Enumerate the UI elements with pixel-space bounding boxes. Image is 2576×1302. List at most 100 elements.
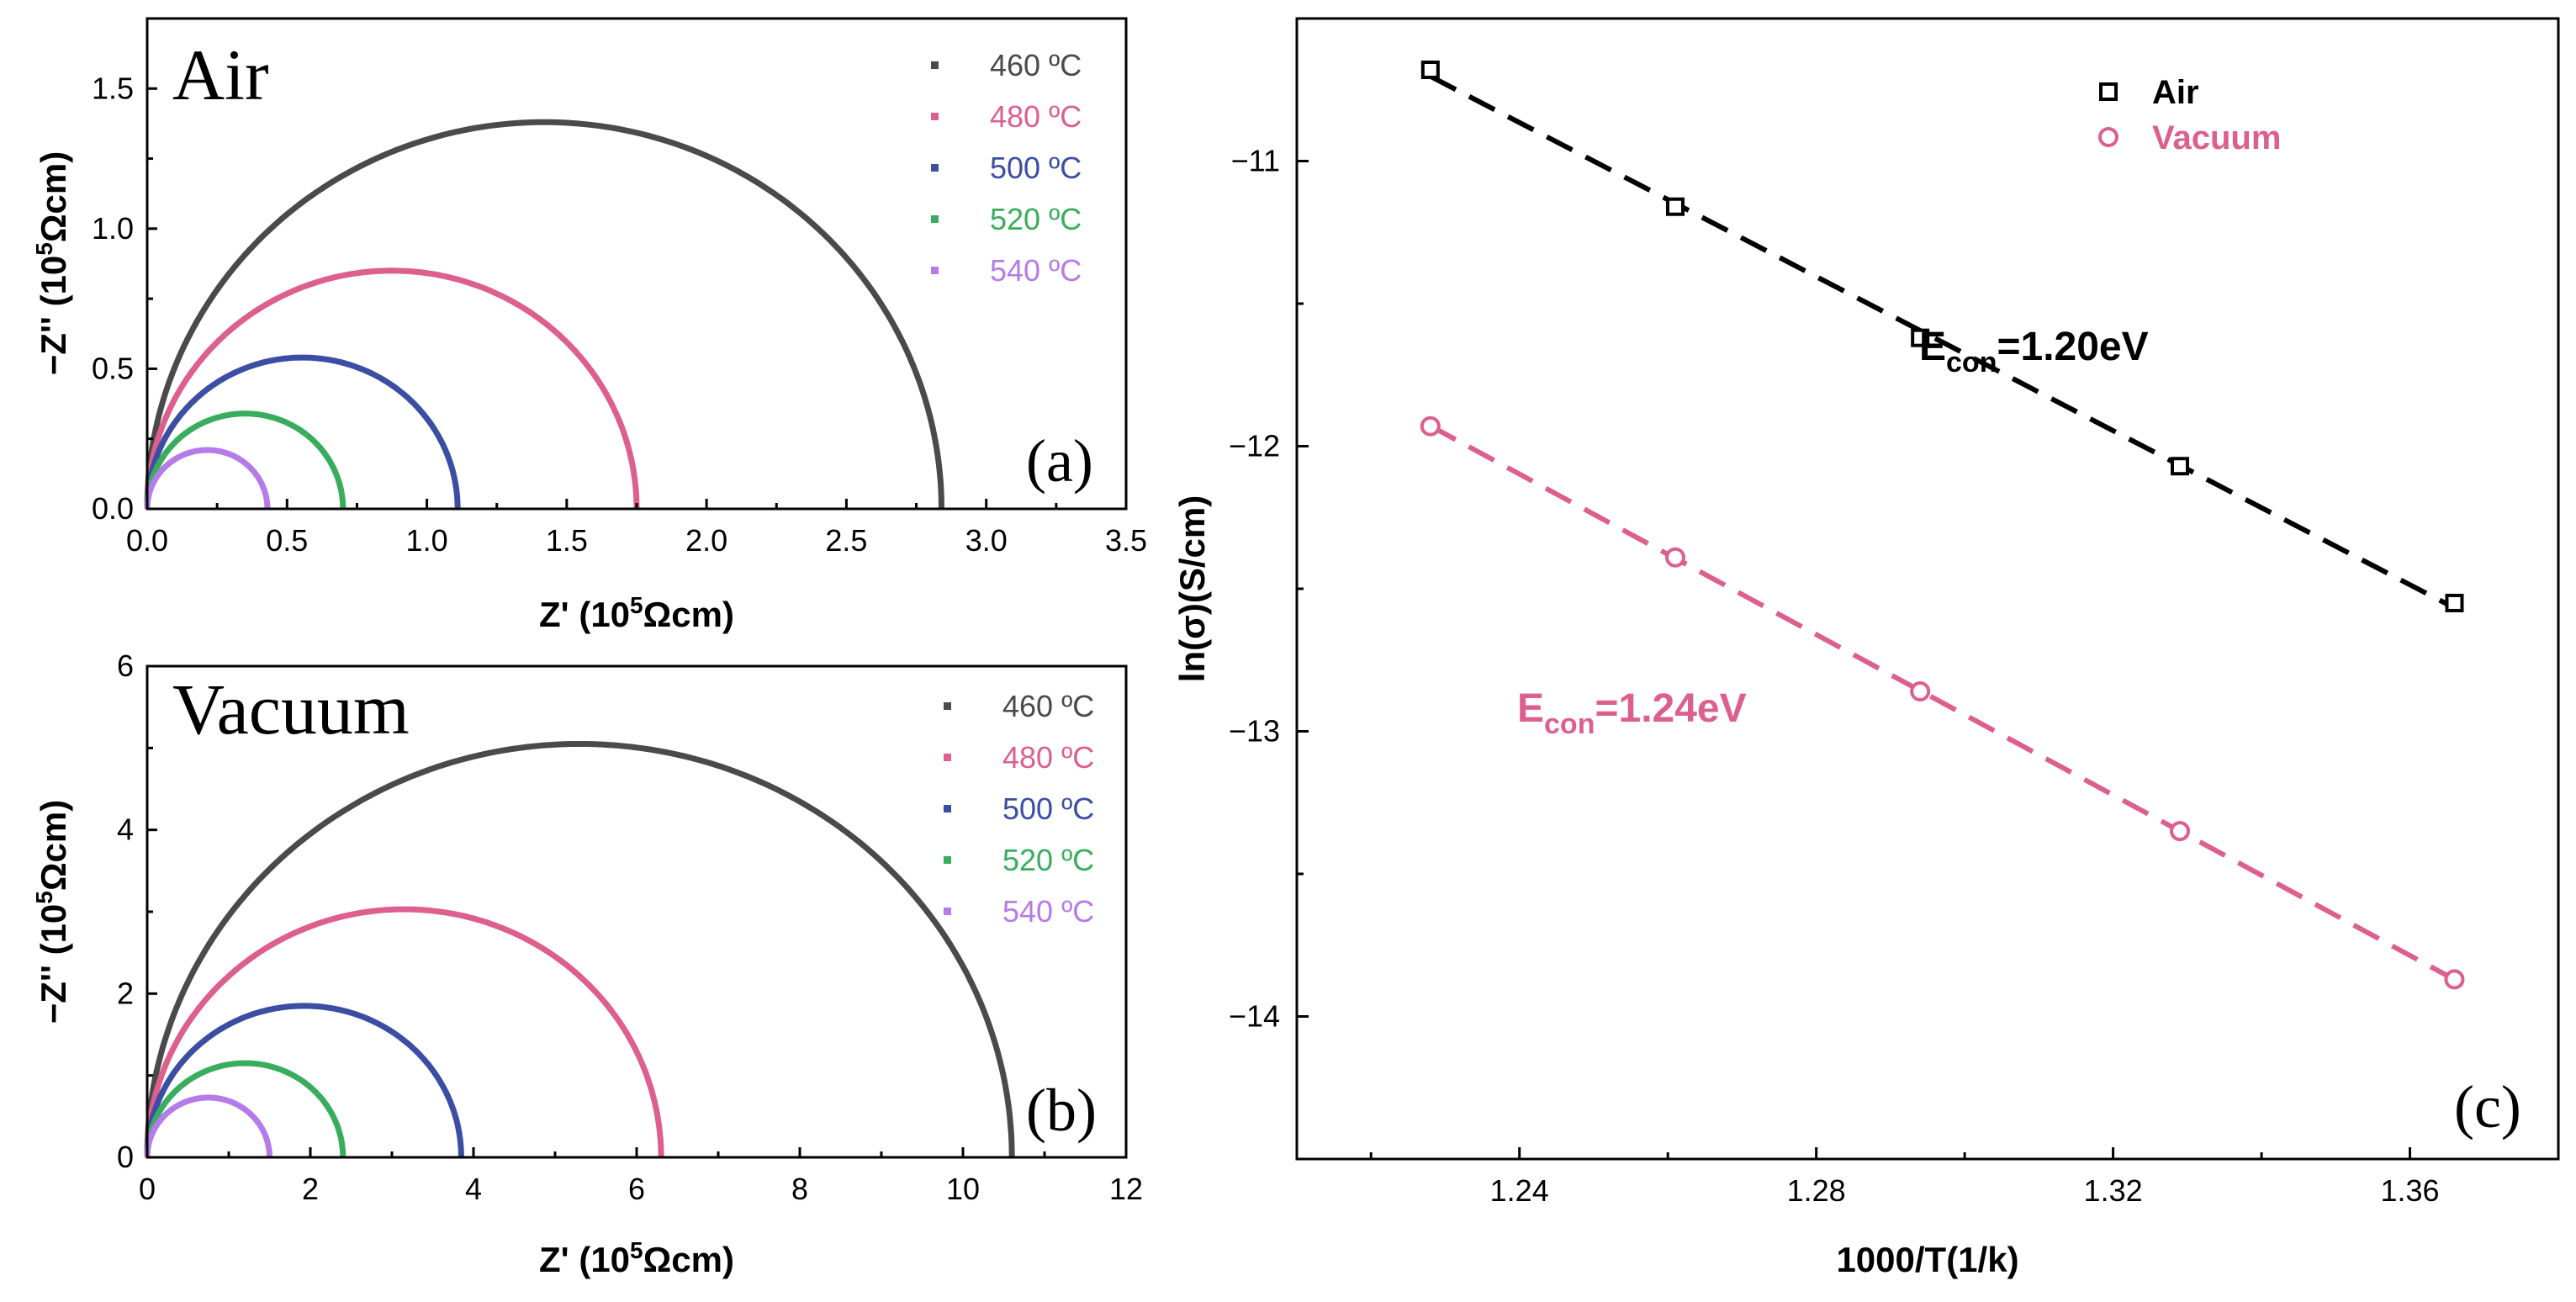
data-point-air bbox=[2171, 457, 2189, 476]
legend-label-480: 480 ºC bbox=[990, 99, 1082, 134]
panel-a-label: (a) bbox=[1026, 427, 1093, 495]
y-tick-label: 0.0 bbox=[92, 491, 134, 526]
x-tick-label: 10 bbox=[946, 1172, 980, 1206]
panel-c-label: (c) bbox=[2454, 1073, 2521, 1141]
x-tick-label: 2 bbox=[302, 1172, 319, 1206]
y-tick-label: 0 bbox=[117, 1140, 134, 1174]
data-point-vacuum bbox=[1910, 681, 1931, 702]
annotation-vacuum-activation-energy: Econ=1.24eV bbox=[1517, 686, 1747, 740]
data-point-air bbox=[2445, 593, 2464, 612]
x-tick-label: 4 bbox=[465, 1172, 482, 1206]
curve-540 bbox=[144, 1094, 272, 1160]
legend-marker-500 bbox=[944, 805, 951, 812]
legend-marker-air bbox=[2099, 82, 2118, 101]
panel-c-ticks: 1.24 1.28 1.32 1.36 −11 −12 −13 −14 bbox=[1229, 17, 2440, 1208]
y-tick-label: −11 bbox=[1231, 144, 1280, 178]
fit-line-vacuum bbox=[1429, 423, 2456, 982]
legend-label-460: 460 ºC bbox=[990, 48, 1082, 82]
legend-marker-vacuum bbox=[2098, 127, 2118, 147]
curve-520 bbox=[144, 1060, 346, 1159]
legend-marker-500 bbox=[931, 164, 939, 172]
legend-marker-520 bbox=[931, 215, 939, 223]
panel-c-frame bbox=[1295, 17, 2560, 1161]
y-tick-label: −12 bbox=[1229, 429, 1280, 463]
panel-b-x-axis-label: Z' (105Ωcm) bbox=[539, 1237, 734, 1279]
y-tick-label: 1.5 bbox=[92, 71, 134, 105]
curve-500 bbox=[144, 354, 461, 510]
data-point-vacuum bbox=[2170, 821, 2190, 842]
legend-label-540: 540 ºC bbox=[1002, 894, 1094, 929]
panel-b-y-axis-label: −Z'' (105Ωcm) bbox=[31, 800, 73, 1024]
curve-480 bbox=[144, 906, 664, 1157]
fit-line-air bbox=[1429, 74, 2456, 611]
x-tick-label: 0.0 bbox=[126, 523, 168, 558]
panel-b: 0 2 4 6 8 10 12 0 2 4 6 Vacuum (b) 460 ºC 480 ºC 500… bbox=[31, 648, 1143, 1279]
y-tick-label: −14 bbox=[1229, 999, 1280, 1034]
curve-480 bbox=[144, 267, 640, 509]
y-tick-label: 6 bbox=[117, 648, 134, 683]
x-tick-label: 8 bbox=[791, 1172, 808, 1206]
x-tick-label: 0 bbox=[139, 1172, 156, 1206]
legend-label-520: 520 ºC bbox=[1002, 843, 1094, 877]
panel-a-curves bbox=[144, 119, 944, 511]
y-tick-label: −13 bbox=[1229, 714, 1280, 749]
legend-marker-460 bbox=[944, 702, 951, 710]
x-tick-label: 2.0 bbox=[685, 523, 727, 558]
panel-a-ticks: 0.0 0.5 1.0 1.5 2.0 2.5 3.0 3.5 0.0 0.5 1.0 1.5 bbox=[92, 71, 1147, 558]
panel-b-label: (b) bbox=[1026, 1077, 1097, 1144]
legend-marker-480 bbox=[931, 113, 939, 120]
legend-label-air: Air bbox=[2152, 74, 2199, 111]
panel-b-condition-label: Vacuum bbox=[172, 669, 410, 749]
x-tick-label: 1.28 bbox=[1787, 1173, 1846, 1208]
legend-label-480: 480 ºC bbox=[1002, 740, 1094, 775]
curve-520 bbox=[144, 410, 346, 511]
x-tick-label: 3.5 bbox=[1105, 523, 1147, 558]
x-tick-label: 3.0 bbox=[965, 523, 1008, 558]
data-point-air bbox=[1911, 328, 1930, 347]
legend-marker-480 bbox=[944, 754, 951, 761]
x-tick-label: 1.36 bbox=[2380, 1173, 2439, 1208]
legend-label-540: 540 ºC bbox=[990, 253, 1082, 288]
panel-a-legend: 460 ºC 480 ºC 500 ºC 520 ºC 540 ºC bbox=[931, 48, 1082, 288]
curve-500 bbox=[144, 1003, 464, 1158]
legend-label-460: 460 ºC bbox=[1002, 689, 1094, 723]
panel-c-legend: Air Vacuum bbox=[2098, 74, 2281, 156]
legend-label-500: 500 ºC bbox=[1002, 791, 1094, 826]
curve-460 bbox=[144, 119, 944, 510]
x-tick-label: 1.24 bbox=[1490, 1173, 1549, 1208]
data-point-air bbox=[1420, 61, 1440, 80]
panel-a-y-axis-label: −Z'' (105Ωcm) bbox=[31, 151, 73, 375]
curve-540 bbox=[144, 447, 271, 511]
curve-460 bbox=[144, 741, 1015, 1158]
data-point-vacuum bbox=[2444, 969, 2465, 990]
y-tick-label: 4 bbox=[117, 812, 134, 847]
legend-marker-520 bbox=[944, 856, 951, 864]
x-tick-label: 1.5 bbox=[546, 523, 588, 558]
legend-marker-460 bbox=[931, 61, 939, 69]
panel-b-ticks: 0 2 4 6 8 10 12 0 2 4 6 bbox=[117, 648, 1143, 1206]
legend-label-520: 520 ºC bbox=[990, 202, 1082, 236]
legend-marker-540 bbox=[931, 267, 939, 274]
data-point-vacuum bbox=[1420, 415, 1441, 437]
data-point-air bbox=[1666, 197, 1685, 216]
panel-b-legend: 460 ºC 480 ºC 500 ºC 520 ºC 540 ºC bbox=[944, 689, 1094, 929]
x-tick-label: 0.5 bbox=[266, 523, 308, 558]
x-tick-label: 6 bbox=[628, 1172, 645, 1206]
y-tick-label: 1.0 bbox=[92, 211, 134, 246]
legend-label-500: 500 ºC bbox=[990, 151, 1082, 185]
legend-marker-540 bbox=[944, 908, 951, 915]
annotation-air-activation-energy: Econ=1.20eV bbox=[1919, 325, 2149, 378]
data-point-vacuum bbox=[1665, 547, 1685, 568]
x-tick-label: 1.32 bbox=[2084, 1173, 2143, 1208]
panel-a-x-axis-label: Z' (105Ωcm) bbox=[539, 592, 734, 634]
x-tick-label: 12 bbox=[1109, 1172, 1143, 1206]
panel-c-marks bbox=[1420, 61, 2465, 990]
x-tick-label: 2.5 bbox=[825, 523, 867, 558]
y-tick-label: 2 bbox=[117, 976, 134, 1010]
panel-b-curves bbox=[144, 741, 1015, 1160]
y-tick-label: 0.5 bbox=[92, 351, 134, 385]
panel-c-y-axis-label: ln(σ)(S/cm) bbox=[1172, 495, 1212, 682]
panel-c-x-axis-label: 1000/T(1/k) bbox=[1836, 1240, 2018, 1279]
panel-a-condition-label: Air bbox=[172, 34, 269, 115]
